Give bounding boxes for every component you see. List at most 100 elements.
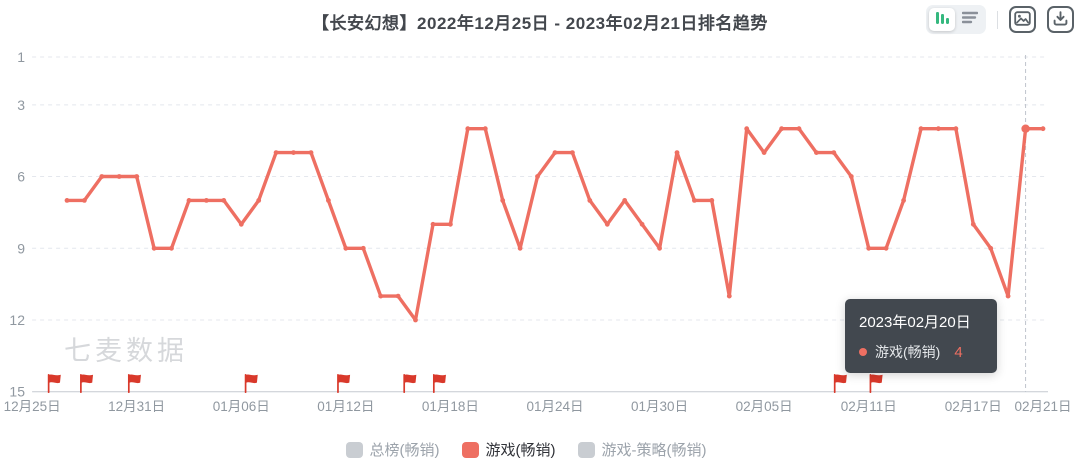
data-point[interactable]: [744, 126, 750, 132]
chart-view-segment[interactable]: [929, 8, 955, 31]
x-tick-label: 12月31日: [108, 399, 165, 414]
data-point[interactable]: [482, 126, 488, 132]
data-point[interactable]: [448, 221, 453, 227]
image-icon: [1014, 10, 1031, 29]
data-point[interactable]: [238, 221, 244, 227]
data-point[interactable]: [535, 174, 540, 179]
data-point[interactable]: [378, 293, 384, 299]
data-point[interactable]: [779, 126, 784, 132]
data-point[interactable]: [814, 150, 819, 156]
y-tick-label: 3: [17, 97, 25, 113]
data-point[interactable]: [395, 293, 401, 299]
legend-label: 总榜(畅销): [369, 442, 440, 459]
event-flag-icon[interactable]: [244, 374, 258, 393]
y-tick-label: 9: [17, 240, 25, 256]
chart-legend: 总榜(畅销) 游戏(畅销) 游戏-策略(畅销): [0, 439, 1066, 460]
data-point[interactable]: [1005, 293, 1011, 299]
data-point[interactable]: [308, 150, 314, 156]
data-point[interactable]: [657, 245, 662, 251]
data-point[interactable]: [692, 198, 697, 203]
event-flag-icon[interactable]: [833, 374, 847, 393]
download-button[interactable]: [1047, 6, 1074, 33]
data-point[interactable]: [221, 198, 227, 203]
event-flag-icon[interactable]: [47, 374, 61, 393]
hovered-data-point[interactable]: [1021, 124, 1030, 133]
event-flag-icon[interactable]: [337, 374, 351, 393]
tooltip-series-row: 游戏(畅销) 4: [859, 342, 983, 362]
data-point[interactable]: [831, 150, 837, 156]
chart-view-toggle: [926, 5, 986, 34]
tooltip-series-label: 游戏(畅销): [875, 344, 941, 360]
data-point[interactable]: [796, 126, 802, 132]
export-image-button[interactable]: [1009, 6, 1036, 33]
data-point[interactable]: [848, 174, 854, 179]
legend-label: 游戏-策略(畅销): [601, 442, 707, 459]
data-point[interactable]: [169, 245, 174, 251]
data-point[interactable]: [936, 126, 941, 132]
x-tick-label: 02月05日: [736, 399, 793, 414]
data-point[interactable]: [204, 198, 209, 203]
x-tick-label: 01月30日: [631, 399, 688, 414]
data-point[interactable]: [326, 198, 331, 203]
x-tick-label: 02月17日: [945, 399, 1002, 414]
tooltip-value: 4: [954, 343, 963, 361]
data-point[interactable]: [343, 245, 349, 251]
legend-item-youxi-celue[interactable]: 游戏-策略(畅销): [577, 439, 707, 460]
data-point[interactable]: [517, 245, 523, 251]
event-flag-icon[interactable]: [869, 374, 883, 393]
data-point[interactable]: [256, 198, 262, 203]
data-point[interactable]: [587, 198, 593, 203]
data-point[interactable]: [360, 245, 366, 251]
data-point[interactable]: [988, 245, 994, 251]
download-icon: [1053, 10, 1068, 29]
series-line: [65, 126, 1045, 322]
x-tick-label: 02月11日: [841, 399, 897, 414]
legend-swatch: [345, 441, 363, 458]
data-point[interactable]: [570, 150, 575, 156]
legend-swatch: [577, 441, 595, 458]
legend-item-youxi[interactable]: 游戏(畅销): [461, 439, 556, 460]
data-point[interactable]: [116, 174, 122, 179]
series-dot-icon: [859, 348, 867, 356]
data-point[interactable]: [465, 126, 471, 132]
data-point[interactable]: [953, 126, 959, 132]
data-point[interactable]: [726, 293, 732, 299]
data-point[interactable]: [273, 150, 279, 156]
data-point[interactable]: [186, 198, 192, 203]
legend-item-zongbang[interactable]: 总榜(畅销): [345, 439, 440, 460]
data-point[interactable]: [970, 221, 976, 227]
data-point[interactable]: [64, 198, 70, 203]
data-point[interactable]: [883, 245, 889, 251]
data-point[interactable]: [430, 221, 436, 227]
data-point[interactable]: [151, 245, 157, 251]
event-flag-icon[interactable]: [403, 374, 417, 393]
data-point[interactable]: [866, 245, 872, 251]
event-flag-icon[interactable]: [432, 374, 446, 393]
data-point[interactable]: [709, 198, 715, 203]
data-point[interactable]: [639, 221, 645, 227]
event-flag-icon[interactable]: [127, 374, 141, 393]
watermark: 七麦数据: [64, 336, 188, 366]
data-point[interactable]: [552, 150, 558, 156]
data-point[interactable]: [918, 126, 924, 132]
x-tick-label: 02月21日: [1014, 399, 1071, 414]
data-point[interactable]: [622, 198, 628, 203]
data-point[interactable]: [901, 198, 906, 203]
data-point[interactable]: [82, 198, 87, 203]
data-point[interactable]: [413, 317, 418, 323]
data-point[interactable]: [291, 150, 296, 156]
data-point[interactable]: [1040, 126, 1046, 132]
legend-swatch: [461, 441, 479, 458]
data-point[interactable]: [761, 150, 767, 156]
event-flag-icon[interactable]: [80, 374, 94, 393]
data-point[interactable]: [134, 174, 140, 179]
data-point[interactable]: [674, 150, 680, 156]
y-tick-label: 6: [17, 169, 25, 185]
data-point[interactable]: [500, 198, 506, 203]
data-point[interactable]: [604, 221, 610, 227]
y-tick-label: 1: [17, 49, 25, 65]
table-view-segment[interactable]: [957, 8, 983, 31]
data-point[interactable]: [99, 174, 105, 179]
